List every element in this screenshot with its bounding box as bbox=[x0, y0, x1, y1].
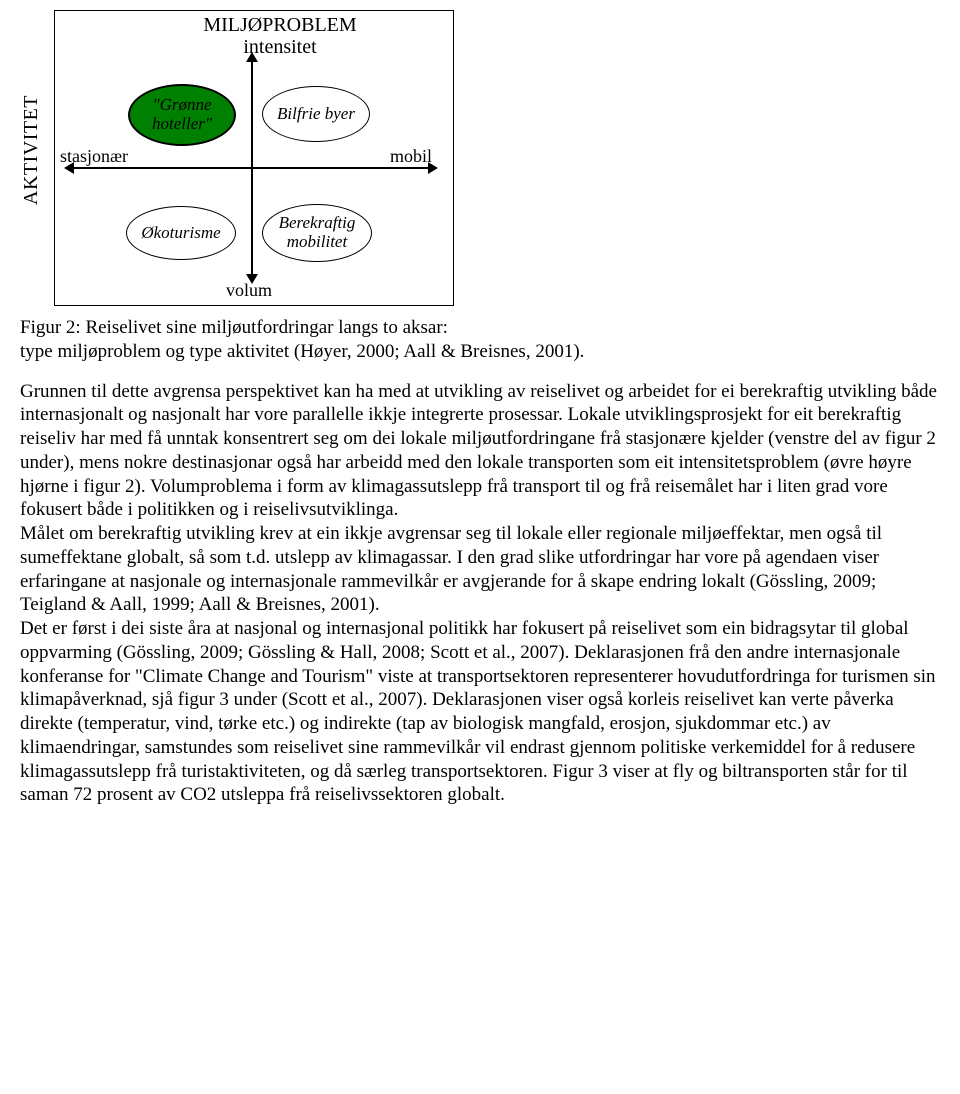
caption-line1: Figur 2: Reiselivet sine miljøutfordring… bbox=[20, 317, 448, 338]
figure-caption: Figur 2: Reiselivet sine miljøutfordring… bbox=[20, 316, 940, 364]
page: AKTIVITET MILJØPROBLEM intensitet stasjo… bbox=[0, 0, 960, 827]
ellipse-bottom-left-label: Økoturisme bbox=[141, 224, 220, 243]
axis-vertical-bottom bbox=[251, 168, 253, 278]
axis-label-vertical: AKTIVITET bbox=[20, 70, 44, 230]
body-paragraph-3: Det er først i dei siste åra at nasjonal… bbox=[20, 617, 940, 807]
ellipse-bottom-right-label: Berekraftig mobilitet bbox=[263, 214, 371, 251]
arrow-up-icon bbox=[246, 52, 258, 62]
axis-horizontal-right bbox=[252, 167, 432, 169]
caption-line2: type miljøproblem og type aktivitet (Høy… bbox=[20, 341, 584, 362]
ellipse-bottom-left: Økoturisme bbox=[126, 206, 236, 260]
ellipse-top-right-label: Bilfrie byer bbox=[277, 105, 355, 124]
ellipse-bottom-right: Berekraftig mobilitet bbox=[262, 204, 372, 262]
axis-label-bottom: volum bbox=[226, 280, 272, 301]
diagram-title: MILJØPROBLEM intensitet bbox=[180, 14, 380, 58]
axis-label-left: stasjonær bbox=[60, 146, 128, 167]
quadrant-diagram: AKTIVITET MILJØPROBLEM intensitet stasjo… bbox=[20, 10, 460, 310]
axis-horizontal-left bbox=[72, 167, 252, 169]
ellipse-top-left-label: "Grønne hoteller" bbox=[130, 96, 234, 133]
body-paragraph-1: Grunnen til dette avgrensa perspektivet … bbox=[20, 380, 940, 523]
ellipse-top-left: "Grønne hoteller" bbox=[128, 84, 236, 146]
body-paragraph-2: Målet om berekraftig utvikling krev at e… bbox=[20, 522, 940, 617]
axis-vertical-top bbox=[251, 58, 253, 168]
axis-label-right: mobil bbox=[390, 146, 432, 167]
ellipse-top-right: Bilfrie byer bbox=[262, 86, 370, 142]
diagram-title-line1: MILJØPROBLEM bbox=[203, 14, 356, 36]
